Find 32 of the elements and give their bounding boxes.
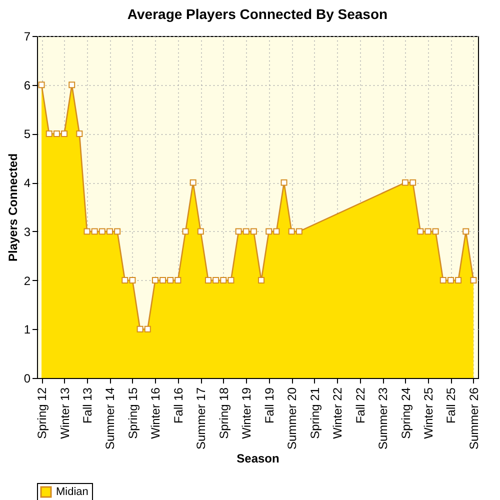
- legend-label: Midian: [56, 486, 88, 498]
- x-tick-label: Summer 20: [285, 387, 300, 450]
- x-tick-label: Spring 15: [126, 387, 140, 439]
- y-tick-label: 1: [24, 322, 31, 337]
- x-axis-title: Season: [236, 452, 280, 466]
- x-tick-label: Spring 18: [216, 387, 231, 439]
- x-tick-label: Winter 22: [330, 387, 345, 439]
- x-tick-label: Summer 14: [103, 387, 118, 450]
- chart-title: Average Players Connected By Season: [127, 6, 388, 22]
- x-tick-label: Winter 13: [58, 387, 72, 439]
- y-tick-label: 2: [24, 274, 31, 288]
- x-tick-label: Winter 19: [240, 387, 254, 439]
- x-tick-label: Summer 17: [194, 387, 208, 450]
- x-tick-label: Winter 25: [421, 387, 436, 439]
- x-tick-label: Spring 12: [35, 387, 50, 439]
- y-tick-label: 5: [24, 127, 31, 142]
- y-tick-label: 3: [24, 224, 31, 239]
- y-axis-title: Players Connected: [6, 153, 20, 262]
- y-tick-label: 4: [24, 176, 31, 190]
- x-tick-label: Fall 16: [171, 387, 186, 424]
- x-tick-label: Fall 19: [262, 387, 276, 424]
- x-tick-label: Spring 24: [398, 387, 413, 439]
- x-tick-label: Summer 26: [466, 387, 481, 450]
- y-tick-label: 7: [24, 30, 31, 44]
- x-tick-label: Fall 25: [444, 387, 458, 424]
- y-tick-label: 0: [24, 372, 31, 386]
- x-tick-label: Summer 23: [376, 387, 390, 450]
- x-tick-label: Fall 22: [353, 387, 368, 424]
- x-tick-label: Winter 16: [148, 387, 163, 439]
- y-tick-label: 6: [24, 78, 31, 92]
- x-tick-label: Spring 21: [308, 387, 322, 439]
- x-tick-label: Fall 13: [80, 387, 95, 424]
